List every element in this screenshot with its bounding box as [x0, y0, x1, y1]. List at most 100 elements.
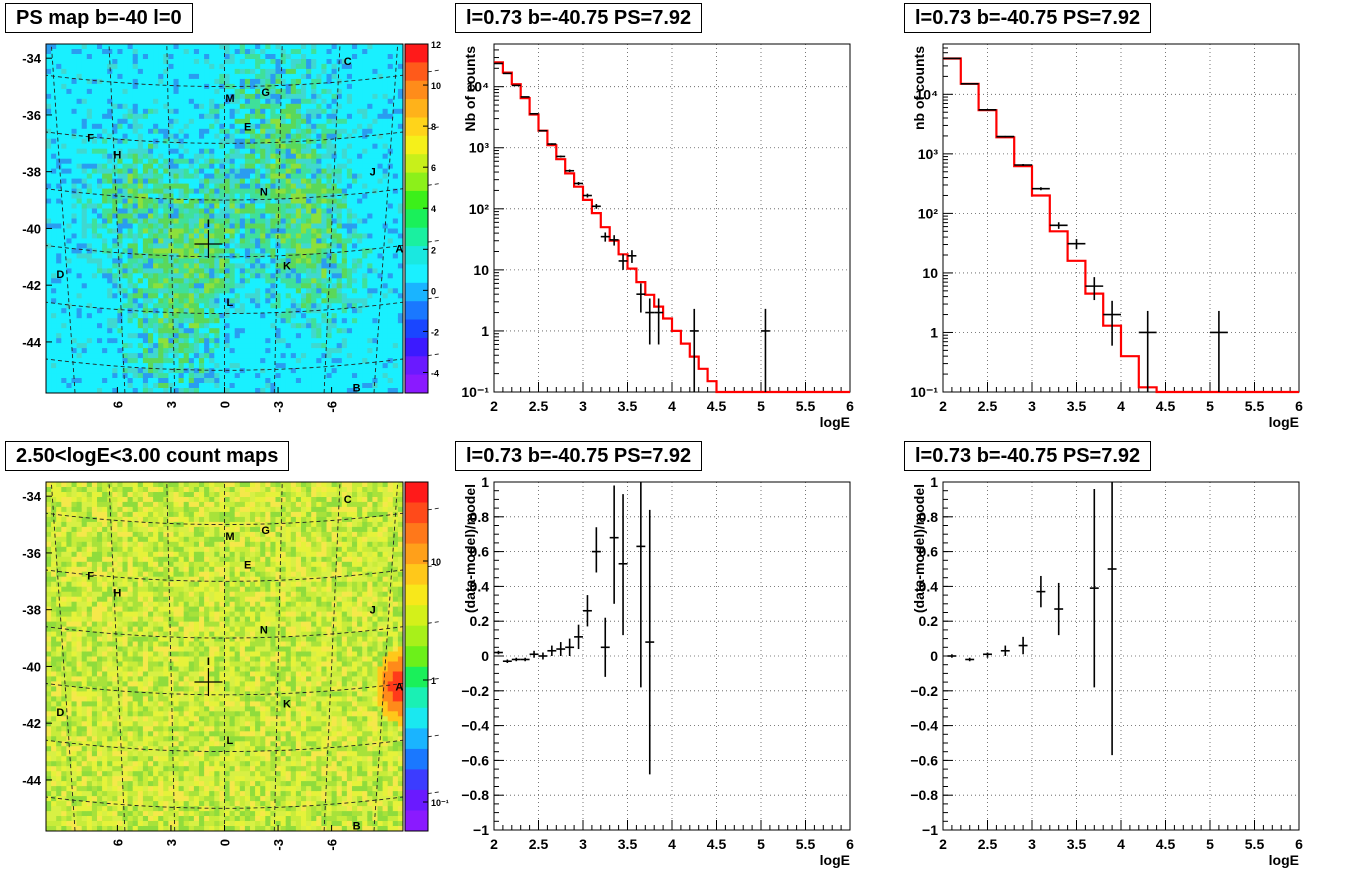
map-pixel	[234, 168, 241, 175]
map-pixel	[214, 383, 220, 389]
map-pixel	[46, 93, 52, 100]
map-pixel	[56, 178, 62, 185]
map-pixel	[102, 158, 108, 165]
map-pixel	[392, 213, 399, 219]
map-pixel	[229, 358, 236, 364]
map-pixel	[158, 128, 164, 135]
map-pixel	[306, 343, 312, 349]
map-pixel	[229, 163, 236, 170]
map-pixel	[193, 358, 200, 364]
map-pixel	[260, 333, 266, 339]
map-pixel	[321, 83, 327, 90]
map-pixel	[127, 283, 134, 289]
map-pixel	[316, 288, 322, 294]
map-pixel	[301, 293, 307, 299]
map-pixel	[199, 388, 205, 394]
map-pixel	[61, 113, 67, 120]
map-pixel	[183, 68, 190, 75]
map-pixel	[137, 163, 144, 170]
map-pixel	[326, 133, 333, 140]
map-pixel	[321, 268, 327, 274]
map-pixel	[234, 288, 241, 294]
map-pixel	[199, 78, 205, 85]
map-pixel	[382, 338, 389, 344]
map-pixel	[97, 333, 103, 339]
map-pixel	[224, 263, 231, 269]
map-pixel	[142, 353, 149, 359]
map-pixel	[183, 268, 190, 274]
map-pixel	[127, 313, 134, 319]
map-pixel	[178, 218, 185, 224]
map-pixel	[392, 343, 399, 349]
map-pixel	[214, 148, 220, 155]
map-pixel	[107, 93, 113, 100]
map-pixel	[178, 273, 185, 279]
map-pixel	[127, 188, 134, 195]
map-pixel	[280, 323, 287, 329]
map-pixel	[122, 323, 129, 329]
map-pixel	[142, 358, 149, 364]
map-pixel	[61, 313, 67, 319]
map-pixel	[239, 188, 246, 195]
map-pixel	[81, 173, 88, 180]
map-pixel	[76, 243, 83, 249]
map-pixel	[229, 213, 236, 219]
map-pixel	[193, 193, 200, 200]
map-pixel	[280, 353, 287, 359]
map-pixel	[260, 218, 266, 224]
map-pixel	[255, 208, 261, 214]
map-pixel	[341, 263, 348, 269]
map-pixel	[275, 103, 282, 110]
map-pixel	[112, 243, 118, 249]
map-pixel	[107, 173, 113, 180]
map-pixel	[316, 203, 322, 209]
map-pixel	[387, 228, 394, 234]
map-pixel	[137, 153, 144, 160]
map-pixel	[285, 198, 292, 205]
map-pixel	[178, 183, 185, 190]
map-pixel	[270, 49, 276, 55]
map-pixel	[346, 288, 353, 294]
map-pixel	[188, 298, 195, 304]
map-pixel	[178, 138, 185, 145]
map-pixel	[178, 133, 185, 140]
map-pixel	[387, 288, 394, 294]
map-pixel	[285, 378, 292, 384]
map-pixel	[250, 238, 256, 244]
map-pixel	[387, 193, 394, 200]
map-pixel	[326, 303, 333, 309]
map-pixel	[239, 358, 246, 364]
map-pixel	[301, 83, 307, 90]
map-pixel	[158, 118, 164, 125]
map-pixel	[331, 88, 338, 95]
map-pixel	[397, 138, 404, 145]
map-pixel	[137, 313, 144, 319]
map-pixel	[158, 213, 164, 219]
map-pixel	[153, 233, 159, 239]
map-pixel	[46, 49, 52, 55]
map-pixel	[352, 148, 358, 155]
map-pixel	[142, 143, 149, 150]
map-pixel	[97, 318, 103, 324]
map-pixel	[346, 348, 353, 354]
map-pixel	[397, 49, 404, 55]
map-pixel	[387, 148, 394, 155]
map-pixel	[362, 363, 368, 369]
map-pixel	[46, 293, 52, 299]
map-pixel	[142, 228, 149, 234]
map-pixel	[86, 228, 93, 234]
map-pixel	[255, 308, 261, 314]
map-pixel	[285, 203, 292, 209]
map-pixel	[260, 98, 266, 105]
map-pixel	[193, 378, 200, 384]
map-pixel	[199, 378, 205, 384]
map-pixel	[107, 278, 113, 284]
map-pixel	[397, 348, 404, 354]
map-pixel	[295, 213, 302, 219]
map-pixel	[61, 148, 67, 155]
map-pixel	[367, 323, 373, 329]
map-pixel	[290, 54, 297, 60]
map-pixel	[122, 243, 129, 249]
map-pixel	[357, 188, 363, 195]
map-pixel	[158, 268, 164, 274]
